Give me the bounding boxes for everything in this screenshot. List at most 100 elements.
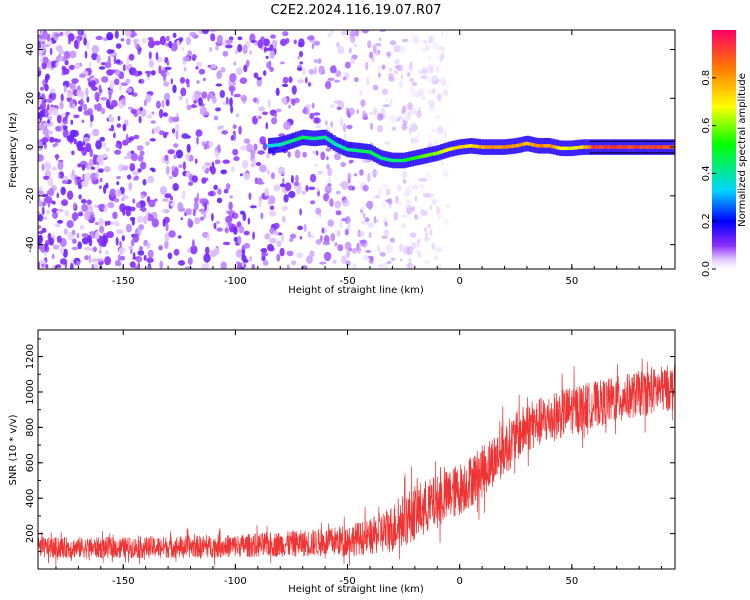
spectrogram-noise-blob	[62, 128, 69, 138]
spectrogram-noise-blob	[223, 188, 229, 194]
spectrogram-noise-blob	[407, 102, 413, 111]
spectrogram-noise-blob	[125, 208, 131, 217]
spectrogram-noise-blob	[240, 94, 248, 102]
spectrogram-noise-blob	[180, 87, 187, 97]
spectrogram-noise-blob	[409, 80, 416, 85]
spectrogram-noise-blob	[111, 99, 118, 108]
spectrogram-noise-blob	[335, 210, 342, 216]
spectrogram-noise-blob	[237, 36, 243, 41]
spectrogram-noise-blob	[297, 79, 304, 84]
spectrogram-noise-blob	[71, 150, 75, 156]
spectrogram-noise-blob	[436, 210, 442, 220]
spectrogram-noise-blob	[229, 73, 237, 83]
spectrogram-noise-blob	[96, 103, 102, 112]
spectrogram-noise-blob	[38, 186, 44, 191]
spectrogram-noise-blob	[38, 97, 43, 105]
spectrogram-noise-blob	[90, 114, 94, 122]
spectrogram-noise-blob	[77, 176, 80, 186]
spectrogram-noise-blob	[299, 61, 304, 65]
spectrogram-noise-blob	[286, 250, 294, 257]
spectrogram-noise-blob	[143, 99, 147, 107]
spectrogram-noise-blob	[371, 56, 375, 63]
spectrogram-noise-blob	[258, 198, 262, 208]
spectrogram-noise-blob	[410, 123, 418, 132]
spectrogram-noise-blob	[212, 95, 217, 104]
spectrogram-noise-blob	[115, 236, 119, 246]
spectrogram-noise-blob	[200, 208, 204, 215]
spectrogram-noise-blob	[48, 94, 53, 99]
spectrogram-noise-blob	[331, 64, 336, 71]
spectrogram-noise-blob	[241, 260, 245, 268]
spectrogram-noise-blob	[345, 260, 351, 267]
spectrogram-noise-blob	[377, 113, 384, 121]
spectrogram-noise-blob	[106, 31, 114, 41]
spectrogram-noise-blob	[150, 120, 156, 124]
spectrogram-noise-blob	[295, 174, 299, 183]
spectrogram-noise-blob	[52, 211, 59, 220]
spectrogram-noise-blob	[104, 166, 111, 173]
spectrogram-noise-blob	[122, 165, 129, 171]
spectrogram-noise-blob	[105, 147, 110, 152]
spectrogram-noise-blob	[129, 136, 135, 141]
spectrogram-noise-blob	[151, 168, 156, 173]
spectrogram-noise-blob	[185, 152, 190, 161]
spectrogram-noise-blob	[140, 194, 145, 199]
spectrogram-noise-blob	[293, 181, 300, 187]
spectrogram-noise-blob	[372, 84, 379, 91]
spectrogram-noise-blob	[77, 163, 82, 168]
spectrogram-noise-blob	[55, 210, 62, 214]
spectrogram-noise-blob	[337, 244, 344, 252]
spectrogram-noise-blob	[62, 68, 70, 75]
spectrogram-noise-blob	[327, 77, 335, 82]
spectrogram-noise-blob	[69, 83, 74, 89]
spectrogram-noise-blob	[178, 37, 184, 42]
spectrogram-noise-blob	[439, 244, 446, 249]
spectrogram-noise-blob	[262, 260, 269, 266]
snr-panel: -150 -100 -50 0 50 200 400 600 800 1000 1200 Heigh…	[8, 329, 676, 595]
spectrogram-noise-blob	[259, 164, 267, 173]
spectrogram-noise-blob	[104, 250, 110, 256]
spectrogram-noise-blob	[110, 49, 115, 53]
spectrogram-noise-blob	[73, 138, 77, 145]
spectrogram-noise-blob	[38, 214, 44, 222]
spectrogram-noise-blob	[234, 49, 239, 55]
spectrogram-noise-blob	[340, 118, 344, 127]
spectrogram-noise-blob	[170, 42, 178, 52]
spectrogram-noise-blob	[340, 255, 347, 264]
spectrogram-noise-blob	[334, 200, 342, 209]
spectrogram-noise-blob	[188, 181, 194, 186]
spectrogram-noise-blob	[439, 54, 444, 63]
spectrogram-noise-blob	[430, 80, 438, 85]
spectrogram-noise-blob	[209, 249, 218, 258]
colorbar-tick-label: 0.4	[701, 165, 712, 181]
spectrogram-noise-blob	[63, 228, 68, 235]
spectrogram-noise-blob	[83, 103, 88, 112]
spectrogram-noise-blob	[435, 199, 442, 204]
snr-series-line	[38, 358, 675, 566]
spectrogram-noise-blob	[83, 37, 87, 46]
spectrogram-noise-blob	[187, 248, 191, 253]
spectrogram-noise-blob	[378, 37, 382, 42]
spectrogram-noise-blob	[121, 235, 126, 242]
spectrogram-noise-blob	[401, 38, 409, 43]
spectrogram-noise-blob	[63, 85, 67, 93]
spectrogram-noise-blob	[215, 45, 219, 51]
spectrogram-noise-blob	[72, 238, 77, 244]
spectrogram-noise-blob	[165, 99, 170, 107]
spectrogram-noise-blob	[78, 211, 83, 217]
spectrogram-noise-blob	[81, 233, 89, 238]
spectrogram-noise-blob	[172, 183, 179, 191]
spectrogram-noise-blob	[118, 247, 126, 255]
spectrogram-noise-blob	[440, 77, 447, 87]
spectrogram-noise-blob	[86, 205, 93, 213]
spectrogram-noise-blob	[203, 77, 206, 82]
spectrogram-noise-blob	[180, 217, 183, 221]
spectrogram-noise-blob	[406, 199, 410, 203]
spectrogram-noise-blob	[349, 57, 355, 65]
spectrogram-noise-blob	[60, 124, 64, 132]
spectrogram-noise-blob	[123, 156, 128, 160]
spectrogram-noise-blob	[266, 61, 271, 69]
spectrogram-noise-blob	[418, 107, 421, 113]
spectrogram-noise-blob	[89, 75, 95, 79]
spectrogram-noise-blob	[375, 43, 382, 47]
